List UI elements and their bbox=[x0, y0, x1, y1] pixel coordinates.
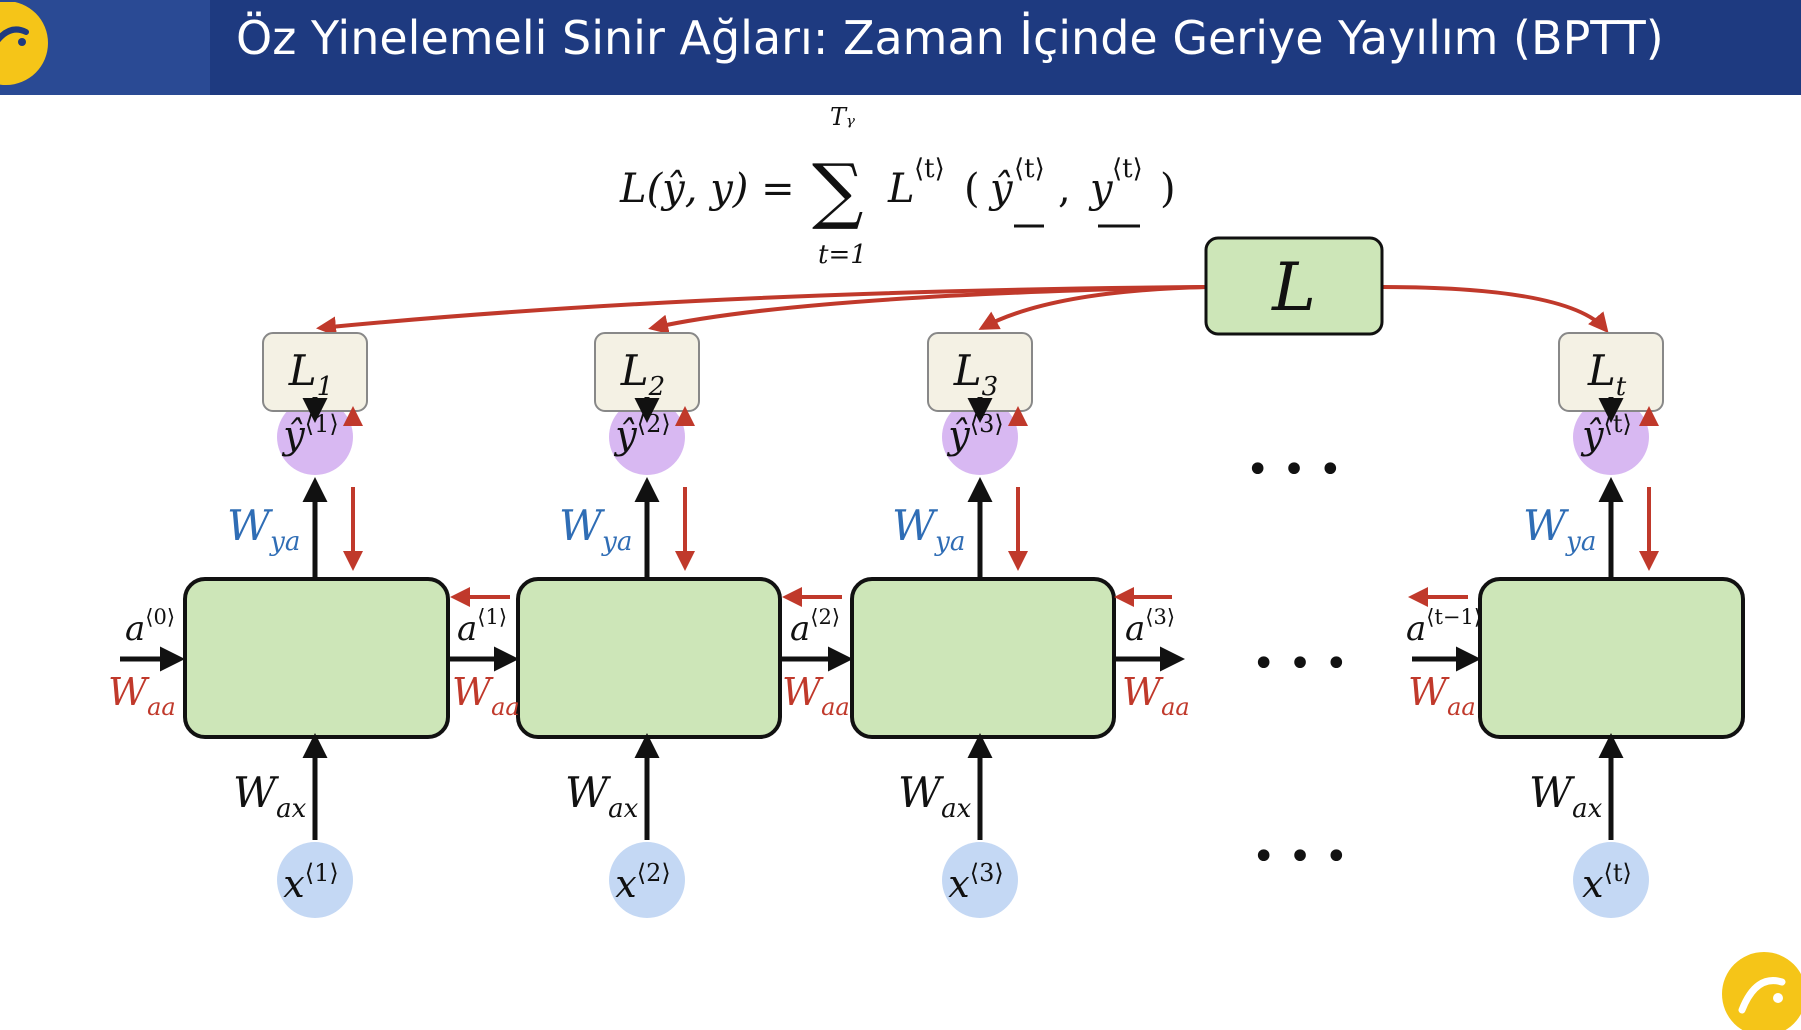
input-node bbox=[277, 842, 353, 918]
wya-label: Wya bbox=[559, 501, 632, 557]
output-node bbox=[277, 399, 353, 475]
input-label: x⟨t⟩ bbox=[1582, 859, 1632, 906]
input-label: x⟨1⟩ bbox=[283, 859, 338, 906]
waa-label: Waa bbox=[1122, 670, 1190, 721]
rnn-cell bbox=[516, 577, 782, 739]
input-label: x⟨2⟩ bbox=[615, 859, 670, 906]
output-node bbox=[942, 399, 1018, 475]
total-loss-box: L bbox=[1204, 236, 1384, 336]
waa-label: Waa bbox=[108, 670, 176, 721]
loss-arrow-2 bbox=[648, 285, 1207, 335]
page-title: Öz Yinelemeli Sinir Ağları: Zaman İçinde… bbox=[236, 11, 1664, 65]
input-label: x⟨3⟩ bbox=[948, 859, 1003, 906]
loss-arrow-t bbox=[1381, 285, 1609, 334]
formula-y: y bbox=[1088, 166, 1114, 212]
waa-label: Waa bbox=[782, 670, 850, 721]
formula-lhs: L(ŷ, y) = bbox=[619, 166, 795, 212]
ellipsis-outputs: • • • bbox=[1246, 447, 1342, 493]
total-loss-label: L bbox=[1271, 249, 1316, 326]
loss-label: L2 bbox=[620, 346, 665, 402]
ellipsis-inputs: • • • bbox=[1252, 834, 1348, 880]
recurrent-connection-1: a⟨1⟩ Waa bbox=[450, 587, 520, 721]
output-node bbox=[609, 399, 685, 475]
wax-label: Wax bbox=[898, 768, 972, 824]
formula-y-sup: ⟨t⟩ bbox=[1112, 154, 1143, 184]
wax-label: Wax bbox=[233, 768, 307, 824]
total-loss-arrows bbox=[316, 285, 1609, 337]
activation-label: a⟨3⟩ bbox=[1125, 605, 1175, 649]
wya-label: Wya bbox=[892, 501, 965, 557]
waa-label: Waa bbox=[452, 670, 520, 721]
activation-label: a⟨1⟩ bbox=[457, 605, 507, 649]
input-node bbox=[942, 842, 1018, 918]
activation-label: a⟨2⟩ bbox=[790, 605, 840, 649]
formula-yhat: ŷ bbox=[988, 166, 1014, 212]
wax-label: Wax bbox=[1529, 768, 1603, 824]
bptt-diagram: L(ŷ, y) = ∑ Tᵧ t=1 L ⟨t⟩ ( ŷ ⟨t⟩ , y ⟨t⟩… bbox=[108, 103, 1745, 918]
rnn-unrolled-units: x⟨1⟩Waxŷ⟨1⟩WyaL1x⟨2⟩Waxŷ⟨2⟩WyaL2x⟨3⟩Waxŷ… bbox=[108, 332, 1745, 918]
formula-sum-symbol: ∑ bbox=[812, 148, 863, 232]
formula-comma: , bbox=[1058, 166, 1071, 212]
loss-label: L3 bbox=[953, 346, 998, 402]
wax-label: Wax bbox=[565, 768, 639, 824]
recurrent-connection-3: a⟨3⟩ Waa bbox=[1114, 587, 1190, 721]
formula-open-paren: ( bbox=[964, 166, 980, 212]
recurrent-connection-4: a⟨t−1⟩ Waa bbox=[1406, 587, 1482, 721]
waa-label: Waa bbox=[1408, 670, 1476, 721]
loss-label: L1 bbox=[288, 346, 333, 402]
output-node bbox=[1573, 399, 1649, 475]
rnn-cell bbox=[850, 577, 1116, 739]
formula-term: L bbox=[887, 166, 915, 212]
wya-label: Wya bbox=[227, 501, 300, 557]
brand-logo-icon bbox=[0, 2, 48, 85]
input-node bbox=[1573, 842, 1649, 918]
loss-arrow-3 bbox=[978, 285, 1207, 330]
loss-formula: L(ŷ, y) = ∑ Tᵧ t=1 L ⟨t⟩ ( ŷ ⟨t⟩ , y ⟨t⟩… bbox=[619, 103, 1176, 270]
formula-lower-limit: t=1 bbox=[818, 240, 867, 270]
activation-label: a⟨0⟩ bbox=[125, 605, 175, 649]
loss-label: Lt bbox=[1587, 346, 1627, 402]
wya-label: Wya bbox=[1523, 501, 1596, 557]
ellipsis-cells: • • • bbox=[1252, 641, 1348, 687]
activation-label: a⟨t−1⟩ bbox=[1406, 605, 1482, 649]
header-bar: Öz Yinelemeli Sinir Ağları: Zaman İçinde… bbox=[0, 0, 1801, 95]
loss-arrow-1 bbox=[316, 285, 1207, 337]
rnn-cell bbox=[183, 577, 450, 739]
recurrent-connection-0: a⟨0⟩ Waa bbox=[108, 605, 185, 721]
formula-term-sup: ⟨t⟩ bbox=[914, 154, 945, 184]
formula-upper-limit: Tᵧ bbox=[830, 103, 855, 131]
input-node bbox=[609, 842, 685, 918]
rnn-cell bbox=[1478, 577, 1745, 739]
recurrent-connection-2: a⟨2⟩ Waa bbox=[782, 587, 853, 721]
formula-close-paren: ) bbox=[1160, 166, 1176, 212]
formula-yhat-sup: ⟨t⟩ bbox=[1014, 154, 1045, 184]
brand-logo-corner-icon bbox=[1722, 952, 1801, 1030]
